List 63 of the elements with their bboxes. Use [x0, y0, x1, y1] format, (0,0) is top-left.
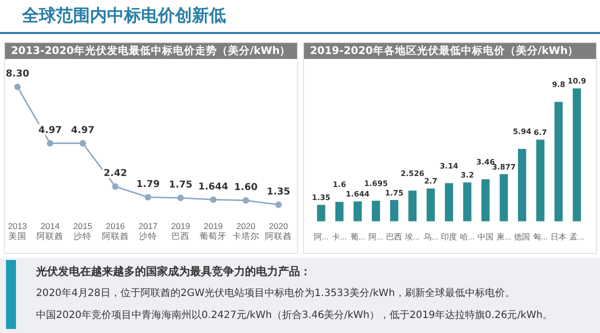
data-label: 1.79	[136, 178, 160, 190]
x-tick-label: 巴西	[386, 232, 402, 242]
bar	[500, 174, 508, 222]
bar	[408, 190, 417, 222]
bar	[354, 201, 362, 222]
bar	[572, 88, 581, 222]
point	[46, 140, 54, 147]
point	[242, 197, 250, 204]
text: 光伏发电在越来越多的国家成为最具竞争力的电力产品：	[36, 264, 311, 279]
x-tick-label: 埃...	[404, 232, 420, 242]
point	[177, 194, 184, 202]
bar	[536, 140, 544, 222]
x-tick-label: 卡...	[332, 232, 347, 242]
x-tick-label: 日本	[550, 232, 567, 242]
bar	[390, 200, 398, 222]
data-label: 1.60	[234, 182, 258, 194]
bar	[518, 148, 526, 222]
data-label: 1.75	[168, 180, 192, 191]
bar	[372, 200, 380, 222]
text: 全球范围内中标电价创新低	[22, 5, 226, 27]
bar	[463, 182, 472, 222]
bar	[444, 183, 454, 222]
data-label: 1.644	[198, 181, 229, 192]
x-tick-label: 2019 巴西	[171, 221, 190, 242]
x-tick-label: 2015 沙特	[73, 221, 92, 242]
x-tick-label: 2020 阿联酋	[265, 221, 292, 242]
x-tick-label: 孟...	[570, 232, 584, 242]
x-tick-label: 柬...	[496, 232, 512, 242]
x-tick-label: 2016 阿联酋	[102, 221, 129, 242]
point	[275, 201, 282, 208]
x-tick-label: 2014 阿联酋	[36, 221, 64, 242]
data-label: 4.97	[38, 125, 62, 136]
data-label: 1.35	[266, 186, 290, 198]
x-tick-label: 中国	[478, 232, 494, 242]
text: 中国2020年竞价项目中青海海南州以0.2427元/kWh（折合3.46美分/kWh），低于2019年达拉特旗0.26元/kWh。	[36, 308, 553, 322]
x-tick-label: 乌...	[423, 232, 438, 242]
data-label: 2.42	[104, 168, 128, 180]
point	[144, 194, 152, 200]
x-tick-label: 阿...	[314, 232, 328, 242]
bar	[554, 102, 563, 222]
x-tick-label: 匈...	[532, 232, 548, 242]
point	[210, 196, 216, 203]
x-tick-label: 2017 沙特	[138, 221, 158, 242]
point	[112, 183, 119, 190]
x-tick-label: 葡...	[350, 232, 366, 242]
chart-title: 2019-2020年各地区光伏最低中标电价（美分/kWh）	[304, 43, 596, 59]
chart-title: 2013-2020年光伏发电最低中标电价走势（美分/kWh）	[5, 43, 297, 59]
x-tick-label: 阿...	[368, 232, 384, 242]
x-tick-label: 印度	[441, 232, 457, 242]
x-tick-label: 2013 美国	[8, 221, 28, 242]
bar	[335, 202, 344, 222]
bar	[317, 204, 326, 222]
x-tick-label: 哈...	[460, 232, 475, 242]
data-label: 8.30	[6, 68, 30, 80]
bar	[426, 188, 435, 222]
data-label: 4.97	[70, 125, 94, 136]
point	[14, 84, 21, 90]
x-tick-label: 2020 卡塔尔	[232, 221, 260, 242]
point	[79, 140, 86, 147]
text: 2020年4月28日，位于阿联酋的2GW光伏电站项目中标电价为1.3533美分/kWh，刷新全球最低中标电价。	[36, 286, 515, 300]
x-tick-label: 2019 葡萄牙	[200, 221, 227, 242]
bar	[481, 179, 490, 222]
x-tick-label: 德国	[514, 232, 530, 242]
